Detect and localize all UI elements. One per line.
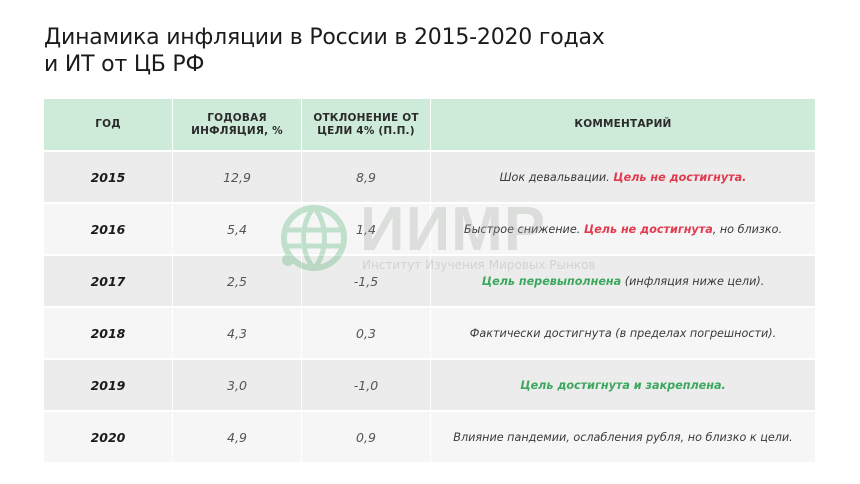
cell-inflation: 12,9	[173, 150, 302, 202]
inflation-table: Год Годовая инфляция, % Отклонение от це…	[44, 99, 815, 462]
cell-deviation: -1,0	[302, 358, 431, 410]
cell-comment: Цель перевыполнена (инфляция ниже цели).	[431, 254, 815, 306]
comment-highlight: Цель не достигнута.	[613, 170, 747, 184]
header-year: Год	[44, 99, 173, 150]
cell-year: 2018	[44, 306, 173, 358]
table-row: 2018 4,3 0,3 Фактически достигнута (в пр…	[44, 306, 815, 358]
table-row: 2017 2,5 -1,5 Цель перевыполнена (инфляц…	[44, 254, 815, 306]
comment-text-after: (инфляция ниже цели).	[621, 274, 765, 288]
cell-comment: Цель достигнута и закреплена.	[431, 358, 815, 410]
table-row: 2015 12,9 8,9 Шок девальвации. Цель не д…	[44, 150, 815, 202]
table-row: 2016 5,4 1,4 Быстрое снижение. Цель не д…	[44, 202, 815, 254]
comment-highlight: Цель перевыполнена	[481, 274, 622, 288]
comment-text: Влияние пандемии, ослабления рубля, но б…	[453, 430, 793, 444]
cell-year: 2020	[44, 410, 173, 462]
title-line-1: Динамика инфляции в России в 2015-2020 г…	[44, 25, 605, 50]
cell-comment: Фактически достигнута (в пределах погреш…	[431, 306, 815, 358]
cell-deviation: -1,5	[302, 254, 431, 306]
cell-year: 2017	[44, 254, 173, 306]
comment-text: Шок девальвации.	[499, 170, 614, 184]
table-header-row: Год Годовая инфляция, % Отклонение от це…	[44, 99, 815, 150]
cell-year: 2015	[44, 150, 173, 202]
comment-text-after: , но близко.	[712, 222, 783, 236]
cell-inflation: 3,0	[173, 358, 302, 410]
cell-comment: Шок девальвации. Цель не достигнута.	[431, 150, 815, 202]
comment-highlight: Цель не достигнута	[583, 222, 713, 236]
cell-deviation: 0,3	[302, 306, 431, 358]
cell-comment: Влияние пандемии, ослабления рубля, но б…	[431, 410, 815, 462]
cell-deviation: 0,9	[302, 410, 431, 462]
cell-inflation: 4,9	[173, 410, 302, 462]
title-line-2: и ИТ от ЦБ РФ	[44, 52, 205, 77]
table-row: 2020 4,9 0,9 Влияние пандемии, ослаблени…	[44, 410, 815, 462]
cell-deviation: 8,9	[302, 150, 431, 202]
cell-inflation: 2,5	[173, 254, 302, 306]
header-deviation: Отклонение от цели 4% (п.п.)	[302, 99, 431, 150]
table-row: 2019 3,0 -1,0 Цель достигнута и закрепле…	[44, 358, 815, 410]
cell-deviation: 1,4	[302, 202, 431, 254]
page-title: Динамика инфляции в России в 2015-2020 г…	[44, 24, 804, 78]
cell-year: 2016	[44, 202, 173, 254]
header-comment: Комментарий	[431, 99, 815, 150]
cell-inflation: 4,3	[173, 306, 302, 358]
cell-inflation: 5,4	[173, 202, 302, 254]
cell-comment: Быстрое снижение. Цель не достигнута, но…	[431, 202, 815, 254]
comment-highlight: Цель достигнута и закреплена.	[520, 378, 726, 392]
comment-text: Фактически достигнута (в пределах погреш…	[469, 326, 777, 340]
comment-text: Быстрое снижение.	[463, 222, 584, 236]
header-inflation: Годовая инфляция, %	[173, 99, 302, 150]
cell-year: 2019	[44, 358, 173, 410]
